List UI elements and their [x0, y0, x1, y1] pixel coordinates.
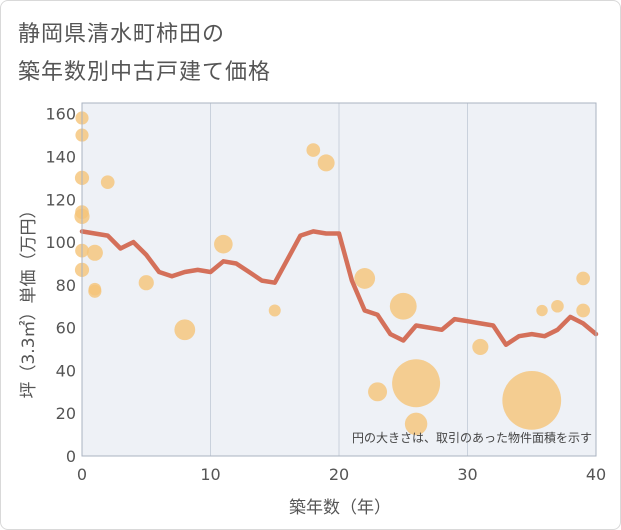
x-tick-label: 0 — [77, 465, 87, 484]
bubble-point — [368, 382, 388, 402]
bubble-point — [100, 175, 115, 189]
x-tick-label: 30 — [457, 465, 477, 484]
y-tick-label: 120 — [45, 190, 76, 209]
x-axis-label: 築年数（年） — [289, 498, 391, 518]
bubble-point — [88, 284, 102, 298]
bubble-point — [174, 319, 196, 341]
y-tick-label: 40 — [56, 361, 76, 380]
y-tick-label: 60 — [56, 319, 76, 338]
y-tick-label: 80 — [56, 276, 76, 295]
y-tick-label: 0 — [66, 447, 76, 466]
x-tick-label: 20 — [329, 465, 349, 484]
bubble-point — [354, 268, 376, 289]
y-tick-label: 100 — [45, 233, 76, 252]
grid-lines — [210, 103, 468, 456]
y-tick-label: 20 — [56, 404, 76, 423]
y-tick-label: 140 — [45, 147, 76, 166]
bubble-point — [86, 244, 103, 261]
bubble-point — [576, 303, 590, 318]
average-price-line — [79, 229, 599, 348]
bubble-point — [392, 359, 441, 408]
bubble-point — [472, 338, 489, 355]
chart-title-line2: 築年数別中古戸建て価格 — [18, 60, 272, 85]
x-tick-label: 10 — [200, 465, 220, 484]
bubble-series — [74, 111, 590, 436]
bubble-point — [502, 370, 562, 430]
x-tick-label: 40 — [586, 465, 606, 484]
y-tick-label: 160 — [45, 105, 76, 124]
bubble-point — [214, 234, 233, 254]
y-axis-ticks: 0 20 40 60 80 100 120 140 160 — [45, 105, 76, 466]
bubble-point — [536, 304, 548, 317]
y-axis-label: 坪（3.3㎡）単価（万円） — [19, 201, 39, 398]
bubble-point — [306, 143, 321, 157]
bubble-point — [551, 299, 564, 313]
chart-title-line1: 静岡県清水町柿田の — [18, 22, 226, 47]
bubble-point — [389, 292, 417, 320]
bubble-point — [576, 271, 590, 286]
bubble-point — [138, 275, 154, 291]
plot-frame — [81, 102, 597, 457]
bubble-size-note: 円の大きさは、取引のあった物件面積を示す — [352, 430, 592, 445]
bubble-point — [404, 412, 428, 436]
x-axis-ticks: 0 10 20 30 40 — [77, 465, 606, 484]
bubble-point — [317, 154, 335, 172]
bubble-point — [268, 304, 281, 317]
